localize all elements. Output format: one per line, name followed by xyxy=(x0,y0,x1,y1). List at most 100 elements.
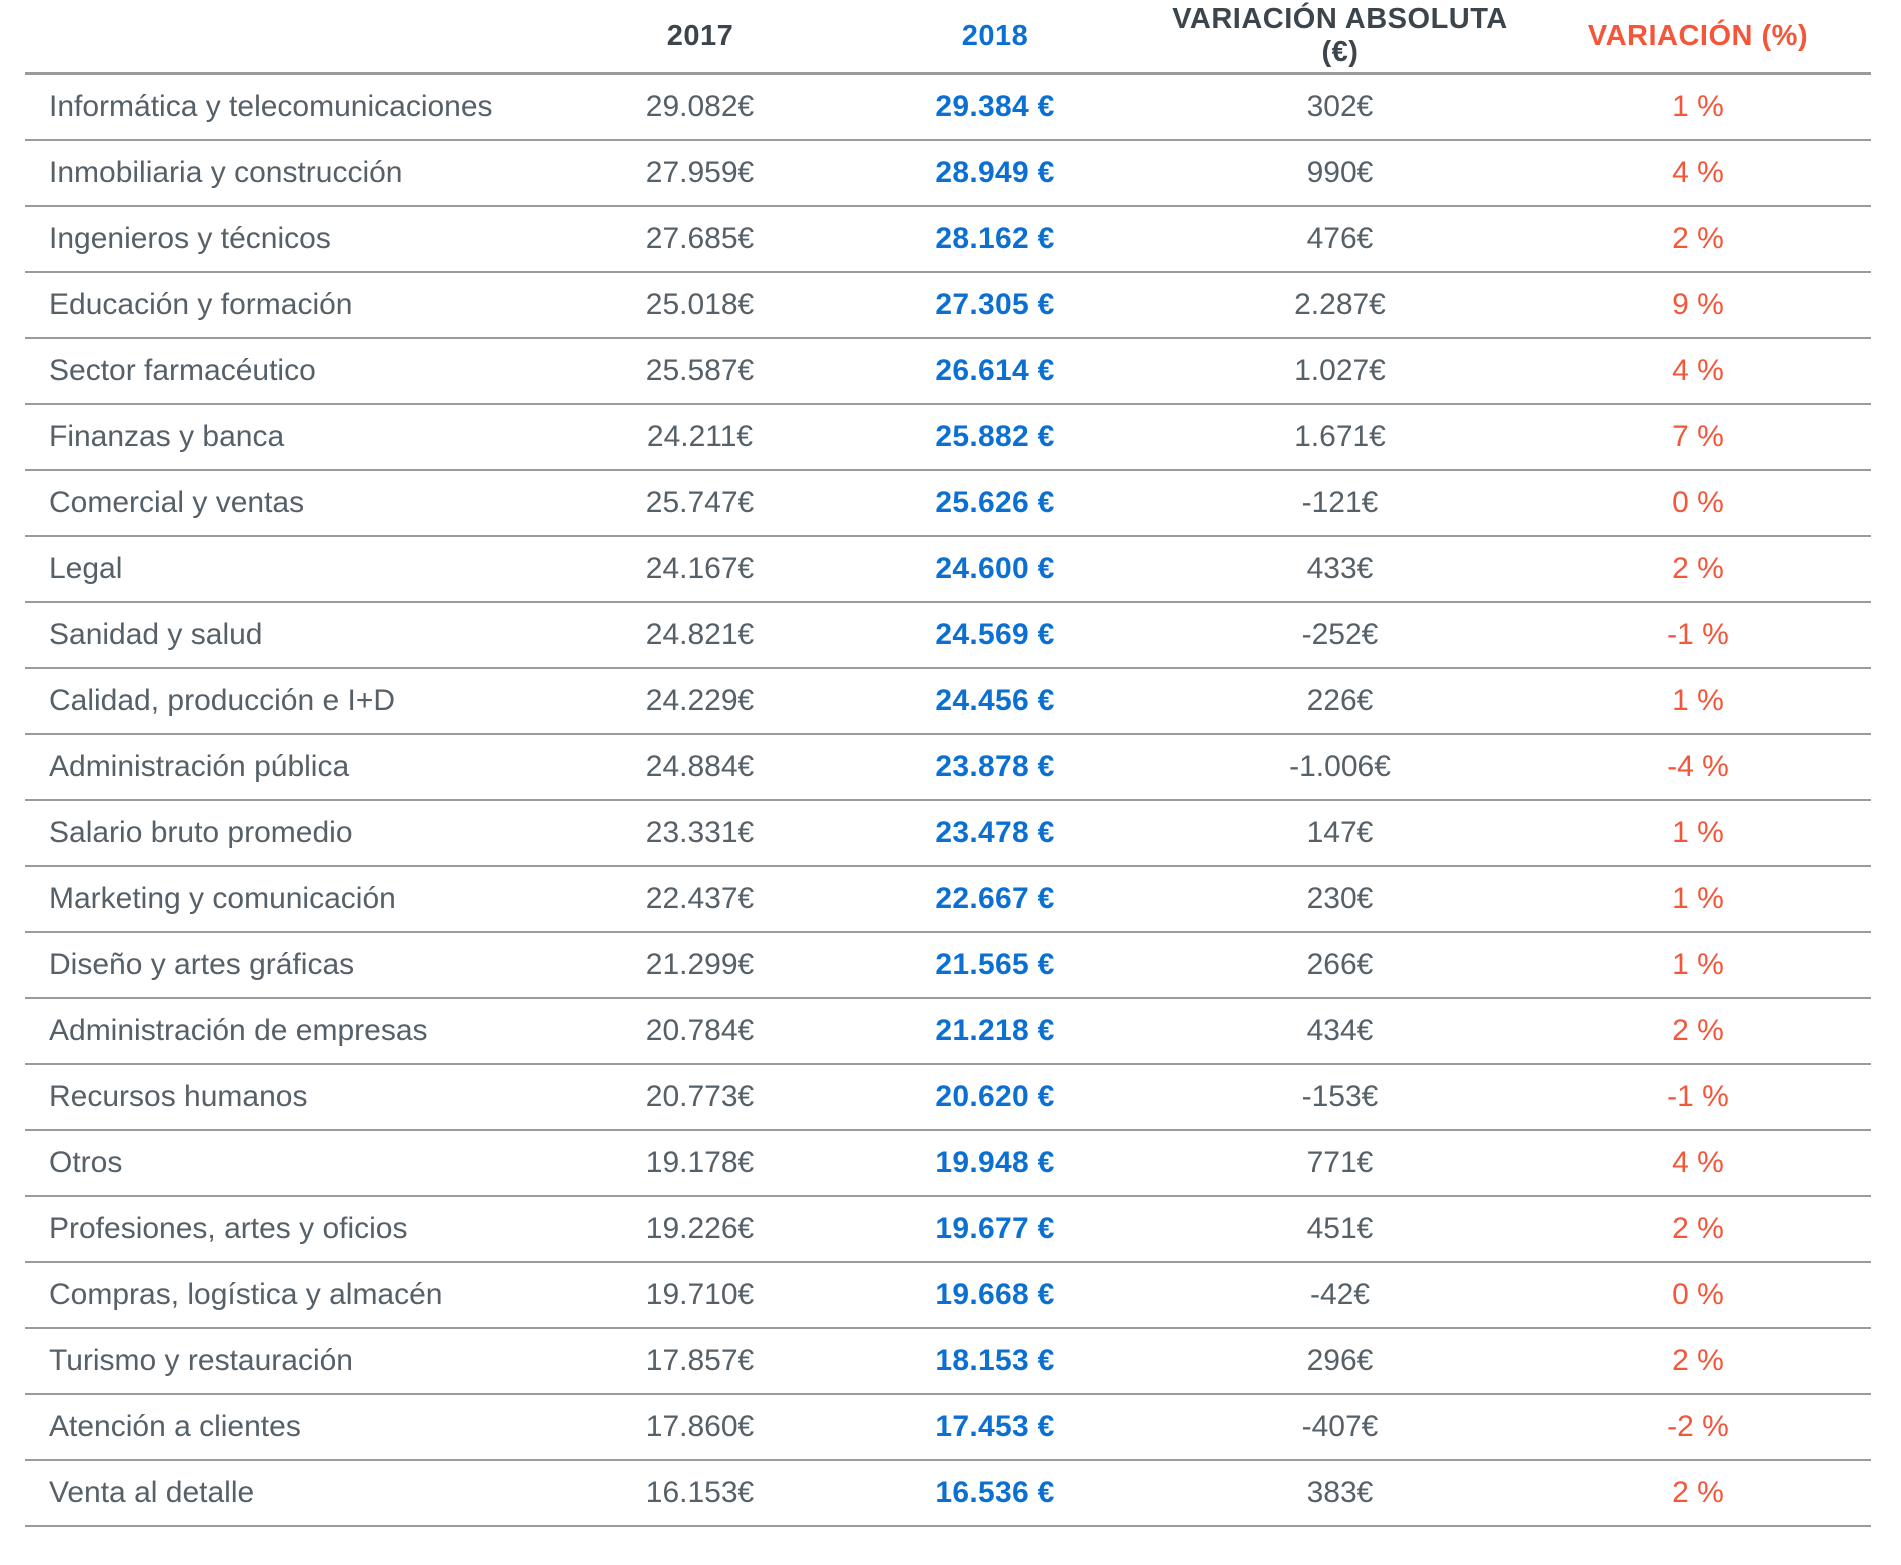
value-variacion-absoluta: 296€ xyxy=(1155,1328,1525,1395)
table-row: Compras, logística y almacén 19.710€ 19.… xyxy=(25,1262,1871,1329)
value-2017: 17.857€ xyxy=(565,1328,835,1395)
value-2017: 27.685€ xyxy=(565,206,835,273)
value-2018: 28.949 € xyxy=(835,140,1155,207)
value-variacion-porcentaje: 4 % xyxy=(1525,140,1871,207)
table-row: Recursos humanos 20.773€ 20.620 € -153€ … xyxy=(25,1064,1871,1131)
value-2018: 20.620 € xyxy=(835,1064,1155,1131)
value-variacion-porcentaje: 0 % xyxy=(1525,470,1871,537)
sector-name: Finanzas y banca xyxy=(25,404,565,471)
value-2018: 21.565 € xyxy=(835,932,1155,999)
value-2018: 17.453 € xyxy=(835,1394,1155,1461)
table-body: Informática y telecomunicaciones 29.082€… xyxy=(25,73,1871,1527)
sector-name: Sector farmacéutico xyxy=(25,338,565,405)
value-variacion-porcentaje: -2 % xyxy=(1525,1394,1871,1461)
value-2018: 21.218 € xyxy=(835,998,1155,1065)
value-variacion-porcentaje: -1 % xyxy=(1525,602,1871,669)
value-variacion-porcentaje: 2 % xyxy=(1525,1328,1871,1395)
value-2017: 24.884€ xyxy=(565,734,835,801)
value-variacion-porcentaje: 2 % xyxy=(1525,536,1871,603)
sector-name: Comercial y ventas xyxy=(25,470,565,537)
header-variacion-absoluta: VARIACIÓN ABSOLUTA (€) xyxy=(1155,0,1525,75)
value-2018: 28.162 € xyxy=(835,206,1155,273)
value-variacion-absoluta: 1.027€ xyxy=(1155,338,1525,405)
value-variacion-porcentaje: 2 % xyxy=(1525,1196,1871,1263)
sector-name: Compras, logística y almacén xyxy=(25,1262,565,1329)
value-variacion-absoluta: 434€ xyxy=(1155,998,1525,1065)
value-variacion-porcentaje: 1 % xyxy=(1525,866,1871,933)
value-variacion-porcentaje: -4 % xyxy=(1525,734,1871,801)
sector-name: Calidad, producción e I+D xyxy=(25,668,565,735)
table-row: Venta al detalle 16.153€ 16.536 € 383€ 2… xyxy=(25,1460,1871,1527)
sector-name: Profesiones, artes y oficios xyxy=(25,1196,565,1263)
value-2017: 16.153€ xyxy=(565,1460,835,1527)
sector-name: Ingenieros y técnicos xyxy=(25,206,565,273)
sector-name: Sanidad y salud xyxy=(25,602,565,669)
value-2017: 19.178€ xyxy=(565,1130,835,1197)
sector-name: Venta al detalle xyxy=(25,1460,565,1527)
table-row: Finanzas y banca 24.211€ 25.882 € 1.671€… xyxy=(25,404,1871,471)
value-variacion-absoluta: -1.006€ xyxy=(1155,734,1525,801)
value-2017: 21.299€ xyxy=(565,932,835,999)
value-variacion-porcentaje: 1 % xyxy=(1525,668,1871,735)
value-variacion-absoluta: 990€ xyxy=(1155,140,1525,207)
value-variacion-absoluta: -153€ xyxy=(1155,1064,1525,1131)
value-2017: 23.331€ xyxy=(565,800,835,867)
value-2018: 23.478 € xyxy=(835,800,1155,867)
value-variacion-absoluta: -407€ xyxy=(1155,1394,1525,1461)
value-variacion-absoluta: 302€ xyxy=(1155,73,1525,141)
value-variacion-absoluta: 147€ xyxy=(1155,800,1525,867)
value-variacion-absoluta: 1.671€ xyxy=(1155,404,1525,471)
sector-name: Diseño y artes gráficas xyxy=(25,932,565,999)
value-variacion-absoluta: 383€ xyxy=(1155,1460,1525,1527)
value-2017: 25.587€ xyxy=(565,338,835,405)
value-2017: 25.018€ xyxy=(565,272,835,339)
value-2018: 26.614 € xyxy=(835,338,1155,405)
value-2018: 23.878 € xyxy=(835,734,1155,801)
table-row: Profesiones, artes y oficios 19.226€ 19.… xyxy=(25,1196,1871,1263)
value-2017: 24.229€ xyxy=(565,668,835,735)
table-row: Legal 24.167€ 24.600 € 433€ 2 % xyxy=(25,536,1871,603)
value-2018: 24.456 € xyxy=(835,668,1155,735)
value-variacion-porcentaje: 1 % xyxy=(1525,73,1871,141)
value-2017: 20.784€ xyxy=(565,998,835,1065)
table-row: Informática y telecomunicaciones 29.082€… xyxy=(25,73,1871,141)
table-header: 2017 2018 VARIACIÓN ABSOLUTA (€) VARIACI… xyxy=(25,0,1871,75)
value-variacion-porcentaje: 2 % xyxy=(1525,206,1871,273)
value-variacion-absoluta: 476€ xyxy=(1155,206,1525,273)
value-variacion-porcentaje: 1 % xyxy=(1525,932,1871,999)
sector-name: Administración de empresas xyxy=(25,998,565,1065)
header-2018: 2018 xyxy=(835,0,1155,75)
value-2018: 24.569 € xyxy=(835,602,1155,669)
value-2018: 29.384 € xyxy=(835,73,1155,141)
table-row: Sanidad y salud 24.821€ 24.569 € -252€ -… xyxy=(25,602,1871,669)
value-2017: 17.860€ xyxy=(565,1394,835,1461)
value-2017: 29.082€ xyxy=(565,73,835,141)
sector-name: Otros xyxy=(25,1130,565,1197)
sector-name: Educación y formación xyxy=(25,272,565,339)
value-2018: 19.677 € xyxy=(835,1196,1155,1263)
value-variacion-absoluta: 771€ xyxy=(1155,1130,1525,1197)
salary-table: 2017 2018 VARIACIÓN ABSOLUTA (€) VARIACI… xyxy=(25,0,1871,1527)
value-2017: 19.710€ xyxy=(565,1262,835,1329)
table-row: Turismo y restauración 17.857€ 18.153 € … xyxy=(25,1328,1871,1395)
table-row: Comercial y ventas 25.747€ 25.626 € -121… xyxy=(25,470,1871,537)
header-2017: 2017 xyxy=(565,0,835,75)
value-variacion-absoluta: -252€ xyxy=(1155,602,1525,669)
value-2017: 22.437€ xyxy=(565,866,835,933)
table-row: Administración de empresas 20.784€ 21.21… xyxy=(25,998,1871,1065)
value-2018: 16.536 € xyxy=(835,1460,1155,1527)
value-2017: 19.226€ xyxy=(565,1196,835,1263)
sector-name: Legal xyxy=(25,536,565,603)
value-2018: 19.668 € xyxy=(835,1262,1155,1329)
table-row: Marketing y comunicación 22.437€ 22.667 … xyxy=(25,866,1871,933)
value-2018: 25.626 € xyxy=(835,470,1155,537)
sector-name: Administración pública xyxy=(25,734,565,801)
sector-name: Turismo y restauración xyxy=(25,1328,565,1395)
table-row: Ingenieros y técnicos 27.685€ 28.162 € 4… xyxy=(25,206,1871,273)
value-variacion-porcentaje: 4 % xyxy=(1525,338,1871,405)
value-variacion-porcentaje: 9 % xyxy=(1525,272,1871,339)
table-row: Salario bruto promedio 23.331€ 23.478 € … xyxy=(25,800,1871,867)
sector-name: Informática y telecomunicaciones xyxy=(25,73,565,141)
sector-name: Inmobiliaria y construcción xyxy=(25,140,565,207)
value-2017: 27.959€ xyxy=(565,140,835,207)
